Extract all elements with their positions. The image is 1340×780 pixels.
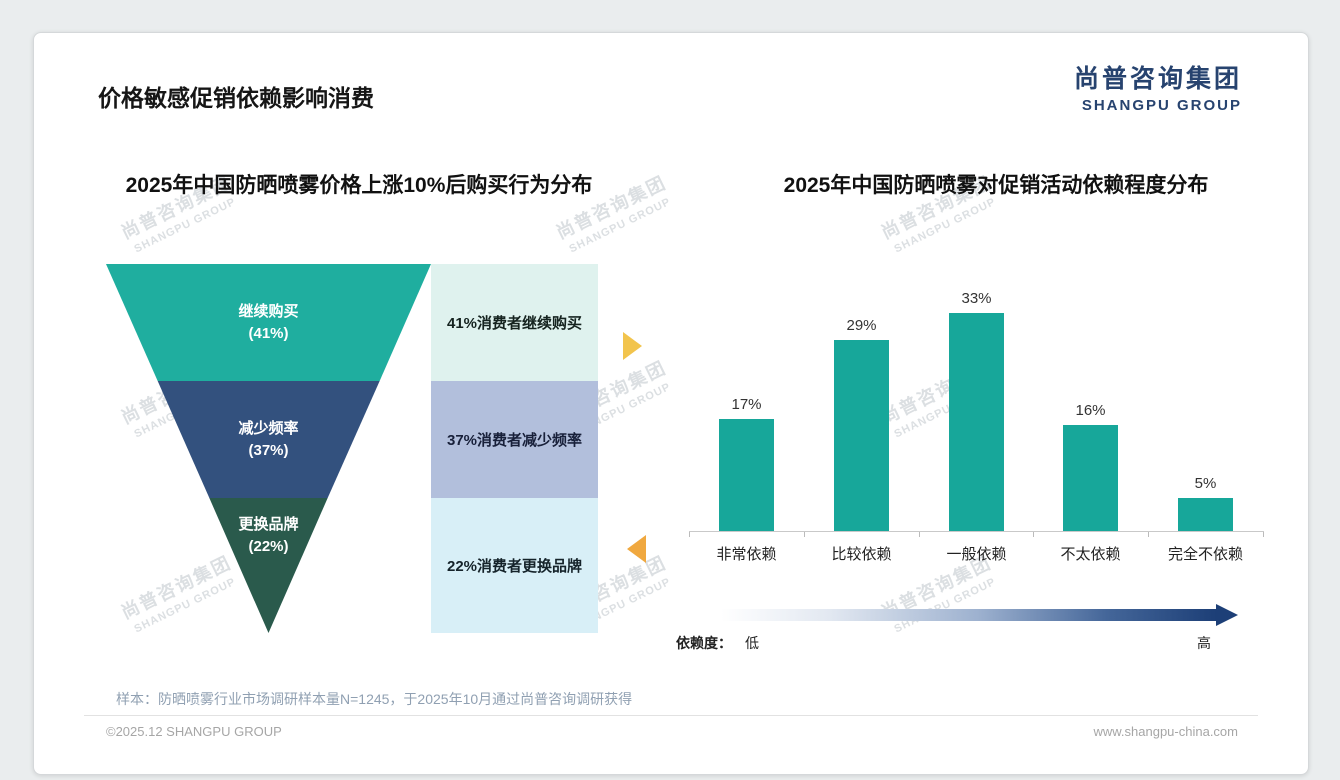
logo-cn-text: 尚普咨询集团 [1073, 65, 1242, 93]
category-label: 一般依赖 [946, 546, 1007, 563]
dependence-scale-high: 高 [1197, 635, 1211, 651]
funnel-stage-value: (22%) [248, 537, 289, 555]
funnel-stage-value: (37%) [248, 441, 289, 459]
bar-group: 33% [919, 290, 1034, 531]
dependence-scale-label: 依赖度： [676, 635, 732, 651]
bar-rect [719, 419, 774, 531]
bar-value-label: 33% [961, 290, 992, 307]
accent-arrow-right-icon [623, 332, 642, 360]
bar-chart: 17% 29% 33% 16% 5% [689, 288, 1264, 531]
category-label: 非常依赖 [716, 546, 777, 563]
category-label: 完全不依赖 [1167, 546, 1243, 563]
dependence-arrow-head-icon [1216, 604, 1238, 626]
funnel-annotation-2: 37%消费者减少频率 [431, 381, 598, 498]
funnel-stage-3: 更换品牌 (22%) [209, 498, 328, 633]
bar-rect [949, 313, 1004, 531]
axis-tick [1148, 532, 1149, 537]
funnel-stage-label: 更换品牌 [238, 516, 299, 533]
funnel-stage-2: 减少频率 (37%) [157, 381, 380, 498]
dependence-gradient-arrow [721, 609, 1216, 621]
axis-tick [919, 532, 920, 537]
funnel-annotation-1: 41%消费者继续购买 [431, 264, 598, 381]
watermark-en: SHANGPU GROUP [132, 195, 238, 256]
slide-card: 尚普咨询集团 SHANGPU GROUP 尚普咨询集团 SHANGPU GROUP … [33, 32, 1309, 775]
bar-group: 16% [1033, 402, 1148, 531]
sample-note: 样本：防晒喷雾行业市场调研样本量N=1245，于2025年10月通过尚普咨询调研… [116, 691, 633, 707]
axis-tick [804, 532, 805, 537]
axis-tick [1033, 532, 1034, 537]
bar-value-label: 17% [731, 396, 762, 413]
bar-group: 17% [689, 396, 804, 531]
category-label: 比较依赖 [831, 546, 892, 563]
funnel-chart-title: 2025年中国防晒喷雾价格上涨10%后购买行为分布 [125, 174, 593, 197]
x-axis-line [689, 531, 1264, 532]
logo-en-text: SHANGPU GROUP [1081, 97, 1242, 114]
bar-group: 29% [804, 317, 919, 531]
funnel-stage-label: 减少频率 [238, 419, 299, 437]
funnel-stage-label: 继续购买 [238, 302, 299, 320]
funnel-stage-1: 继续购买 (41%) [106, 264, 431, 381]
bar-rect [1063, 425, 1118, 531]
funnel-chart: 继续购买 (41%) 减少频率 (37%) 更换品牌 (22%) [106, 264, 431, 633]
page-title: 价格敏感促销依赖影响消费 [98, 85, 374, 111]
bar-value-label: 29% [846, 317, 877, 334]
website-text: www.shangpu-china.com [1093, 724, 1238, 739]
bar-value-label: 16% [1075, 402, 1106, 419]
bar-rect [834, 340, 889, 531]
funnel-annotation-3: 22%消费者更换品牌 [431, 498, 598, 633]
dependence-scale-low: 低 [745, 635, 759, 651]
bar-chart-title: 2025年中国防晒喷雾对促销活动依赖程度分布 [783, 174, 1209, 197]
bar-group: 5% [1148, 475, 1263, 531]
footer-divider [84, 715, 1258, 716]
copyright-text: ©2025.12 SHANGPU GROUP [106, 724, 282, 739]
bar-value-label: 5% [1194, 475, 1217, 492]
axis-tick [1263, 532, 1264, 537]
company-logo: 尚普咨询集团 SHANGPU GROUP [1074, 59, 1242, 114]
category-label: 不太依赖 [1060, 546, 1121, 563]
funnel-stage-value: (41%) [248, 324, 289, 342]
accent-arrow-left-icon [627, 535, 646, 563]
axis-tick [689, 532, 690, 537]
bar-rect [1178, 498, 1233, 531]
